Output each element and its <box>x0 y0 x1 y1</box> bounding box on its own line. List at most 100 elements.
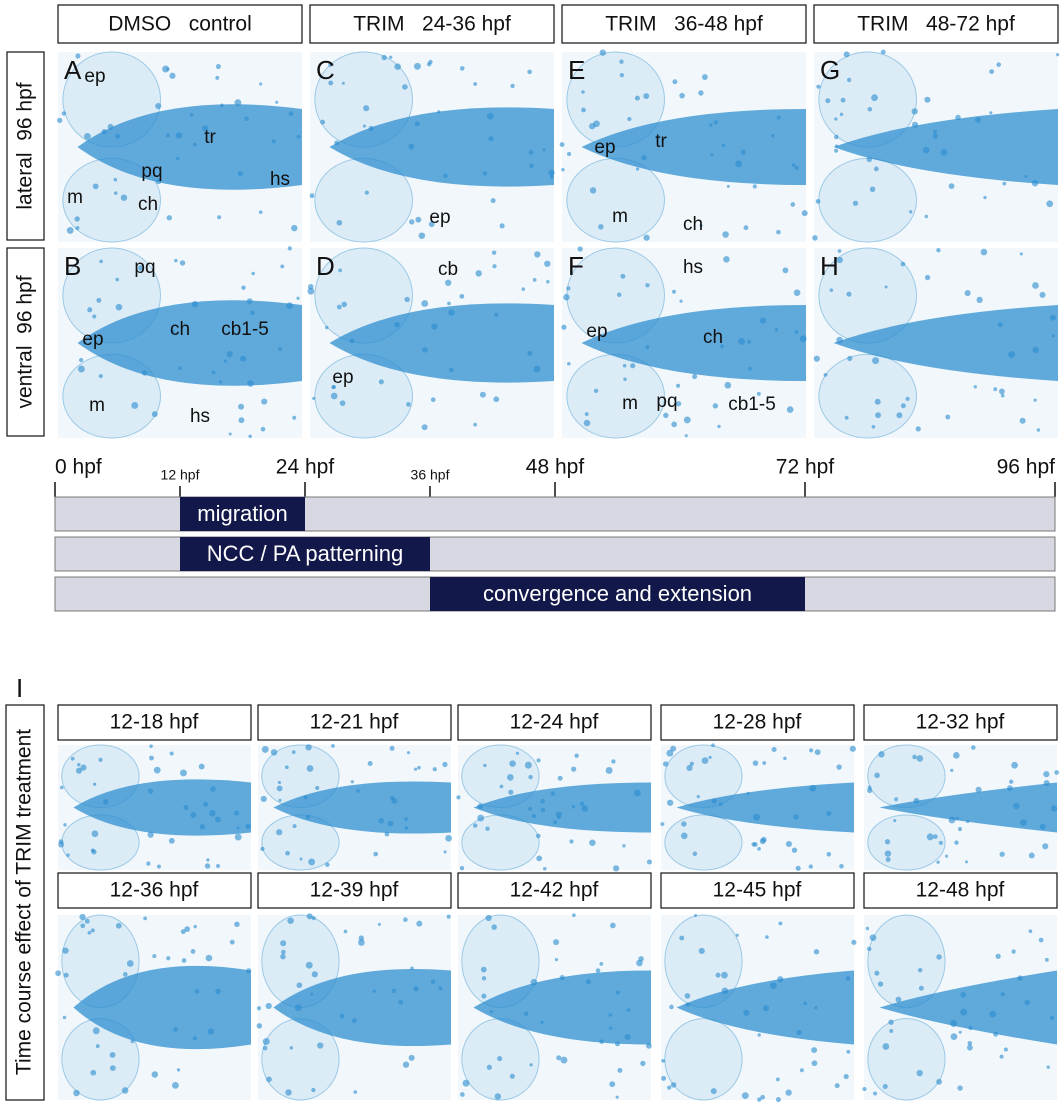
cell <box>331 393 338 400</box>
cell <box>949 183 955 189</box>
cell <box>551 791 555 795</box>
eye <box>567 354 665 438</box>
cell <box>166 133 170 137</box>
cell <box>840 113 843 116</box>
cell <box>905 397 909 401</box>
cell <box>415 217 421 223</box>
cell <box>960 1009 967 1016</box>
cell <box>760 838 766 844</box>
cell <box>191 949 196 954</box>
annotation: hs <box>190 406 210 427</box>
cell <box>777 976 783 982</box>
cell <box>741 150 746 155</box>
eye <box>665 815 742 870</box>
cell <box>989 69 994 74</box>
cell <box>80 765 86 771</box>
timeline-tick-label: 12 hpf <box>161 467 200 483</box>
cell <box>702 757 709 764</box>
cell <box>180 260 185 265</box>
cell <box>263 1046 268 1051</box>
cell <box>753 184 757 188</box>
cell <box>925 275 930 280</box>
cell <box>1001 394 1005 398</box>
cell <box>975 117 981 123</box>
cell <box>697 795 700 798</box>
column-header: TRIM 24-36 hpf <box>353 13 511 36</box>
cell <box>1007 785 1013 791</box>
cell <box>834 149 838 153</box>
cell <box>342 82 345 85</box>
cell <box>422 347 428 353</box>
cell <box>611 759 615 763</box>
cell <box>870 186 876 192</box>
cell <box>337 305 342 310</box>
specimen-image <box>862 915 1057 1100</box>
cell <box>627 117 631 121</box>
timeline-tick-label: 72 hpf <box>776 456 835 479</box>
cell <box>259 210 263 214</box>
cell <box>208 1028 214 1034</box>
cell <box>200 824 205 829</box>
cell <box>448 309 454 315</box>
cell <box>166 956 170 960</box>
cell <box>974 385 977 388</box>
cell <box>826 811 831 816</box>
cell <box>775 328 778 331</box>
cell <box>170 751 174 755</box>
cell <box>909 210 912 213</box>
cell <box>483 764 486 767</box>
cell <box>234 922 239 927</box>
cell <box>417 766 421 770</box>
condition-header: 12-36 hpf <box>110 879 199 902</box>
annotation: ch <box>683 214 703 235</box>
cell <box>240 356 246 362</box>
cell <box>804 1002 807 1005</box>
cell <box>1044 780 1050 786</box>
cell <box>1011 949 1015 953</box>
cell <box>195 989 200 994</box>
cell <box>239 417 245 423</box>
cell <box>555 958 558 961</box>
specimen-image <box>258 744 452 870</box>
cell <box>1024 175 1027 178</box>
cell <box>1056 53 1059 56</box>
cell <box>315 786 319 790</box>
cell <box>1054 770 1059 775</box>
cell <box>685 434 688 437</box>
cell <box>286 302 293 309</box>
cell <box>723 256 730 263</box>
cell <box>131 402 138 409</box>
cell <box>794 289 801 296</box>
cell <box>627 1008 631 1012</box>
cell <box>955 115 961 121</box>
cell <box>599 962 603 966</box>
cell <box>312 971 318 977</box>
cell <box>563 294 569 300</box>
cell <box>912 122 918 128</box>
cell <box>247 298 253 304</box>
cell <box>306 815 310 819</box>
cell <box>459 294 464 299</box>
cell <box>500 223 505 228</box>
cell <box>447 915 451 919</box>
cell <box>812 235 817 240</box>
cell <box>116 304 123 311</box>
cell <box>643 235 649 241</box>
cell <box>874 167 879 172</box>
cell <box>527 351 532 356</box>
cell <box>868 107 873 112</box>
condition-header: 12-21 hpf <box>310 711 399 734</box>
cell <box>679 300 682 303</box>
column-header: TRIM 36-48 hpf <box>605 13 763 36</box>
cell <box>825 98 830 103</box>
cell <box>792 848 797 853</box>
cell <box>351 780 354 783</box>
cell <box>812 1060 818 1066</box>
cell <box>1046 200 1053 207</box>
cell <box>325 326 328 329</box>
cell <box>148 789 153 794</box>
cell <box>473 82 477 86</box>
cell <box>945 415 950 420</box>
cell <box>219 380 222 383</box>
cell <box>317 1042 323 1048</box>
